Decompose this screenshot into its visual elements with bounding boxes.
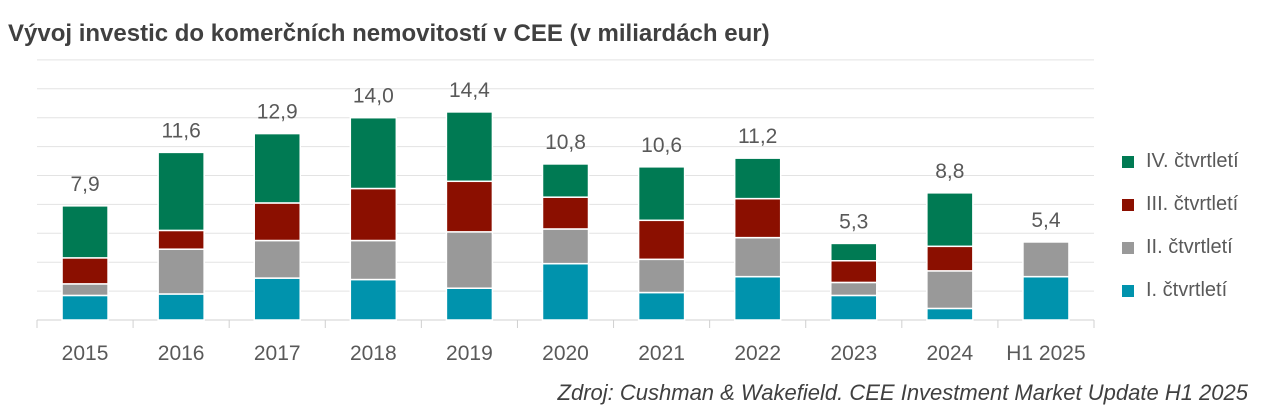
bar-segment-q1 (637, 291, 686, 321)
bar-segment-q4 (61, 205, 109, 259)
source-note: Zdroj: Cushman & Wakefield. CEE Investme… (557, 380, 1248, 405)
bar-segment-q4 (733, 157, 782, 200)
bar-segment-q3 (253, 202, 301, 242)
bar-segment-q1 (1022, 275, 1070, 321)
legend-label: III. čtvrtletí (1146, 193, 1239, 215)
bar-segment-q3 (157, 229, 205, 250)
legend-item: I. čtvrtletí (1122, 269, 1239, 312)
bar-segment-q2 (157, 248, 205, 295)
legend-swatch (1122, 198, 1134, 211)
bar-segment-q4 (637, 166, 686, 222)
total-label: 5,4 (1031, 209, 1061, 232)
legend-label: IV. čtvrtletí (1146, 150, 1239, 172)
chart-legend: IV. čtvrtletí III. čtvrtletí II. čtvrtletí… (1122, 140, 1239, 312)
legend-item: II. čtvrtletí (1122, 226, 1239, 269)
legend-label: II. čtvrtletí (1146, 236, 1233, 258)
bar-segment-q3 (637, 219, 686, 261)
legend-swatch (1122, 284, 1134, 297)
x-tick-label: 2017 (254, 342, 301, 365)
bar-segment-q3 (926, 245, 974, 272)
x-tick-label: 2023 (830, 342, 877, 365)
bar-segment-q3 (541, 196, 590, 230)
bar-segment-q2 (349, 239, 398, 281)
bar-segment-q4 (926, 192, 974, 248)
bar-segment-q4 (830, 242, 878, 262)
bar-segment-q1 (445, 287, 494, 321)
legend-swatch (1122, 241, 1134, 254)
total-label: 10,6 (641, 134, 682, 157)
x-tick-label: 2019 (446, 342, 493, 365)
bar-segment-q4 (349, 116, 398, 190)
x-tick-label: 2022 (734, 342, 781, 365)
total-label: 11,2 (738, 125, 777, 148)
bar-segment-q2 (637, 258, 686, 294)
x-tick-label: 2018 (350, 342, 397, 365)
total-label: 14,4 (449, 79, 490, 102)
bar-segment-q1 (253, 277, 301, 321)
chart-title: Vývoj investic do komerčních nemovitostí… (8, 20, 770, 47)
total-label: 10,8 (545, 131, 586, 154)
bar-segment-q3 (61, 257, 109, 285)
bar-segment-q4 (253, 132, 301, 204)
total-label: 14,0 (353, 85, 394, 108)
bar-segment-q1 (541, 262, 590, 321)
bar-segment-q4 (157, 151, 205, 232)
bar-segment-q1 (733, 275, 782, 321)
total-label: 7,9 (70, 173, 99, 196)
bar-segment-q2 (541, 228, 590, 265)
bar-segment-q3 (830, 260, 878, 284)
bar-segment-q3 (349, 187, 398, 242)
total-label: 12,9 (257, 101, 298, 124)
bar-segment-q2 (253, 239, 301, 279)
bar-segment-q1 (157, 293, 205, 321)
bar-segment-q4 (541, 163, 590, 198)
legend-swatch (1122, 155, 1134, 168)
x-tick-label: 2020 (542, 342, 589, 365)
bar-segment-q2 (830, 281, 878, 297)
bar-segment-q2 (1022, 241, 1070, 278)
legend-item: IV. čtvrtletí (1122, 140, 1239, 183)
x-tick-label: 2021 (638, 342, 685, 365)
legend-label: I. čtvrtletí (1146, 279, 1228, 301)
bar-segment-q1 (830, 294, 878, 321)
bar-segment-q2 (445, 231, 494, 289)
bar-segment-q1 (349, 278, 398, 321)
bar-segment-q3 (733, 197, 782, 239)
bar-segment-q4 (445, 111, 494, 183)
bar-segment-q2 (733, 236, 782, 278)
x-tick-label: 2016 (158, 342, 205, 365)
legend-item: III. čtvrtletí (1122, 183, 1239, 226)
total-label: 8,8 (935, 160, 964, 183)
bar-segment-q2 (61, 283, 109, 297)
bar-segment-q3 (445, 180, 494, 233)
bar-segment-q1 (926, 307, 974, 321)
bar-segment-q2 (926, 270, 974, 310)
x-tick-label: 2015 (62, 342, 109, 365)
total-label: 5,3 (839, 210, 868, 233)
x-tick-label: H1 2025 (1006, 342, 1085, 365)
bar-segment-q1 (61, 294, 109, 321)
total-label: 11,6 (161, 119, 200, 142)
x-tick-label: 2024 (927, 342, 974, 365)
